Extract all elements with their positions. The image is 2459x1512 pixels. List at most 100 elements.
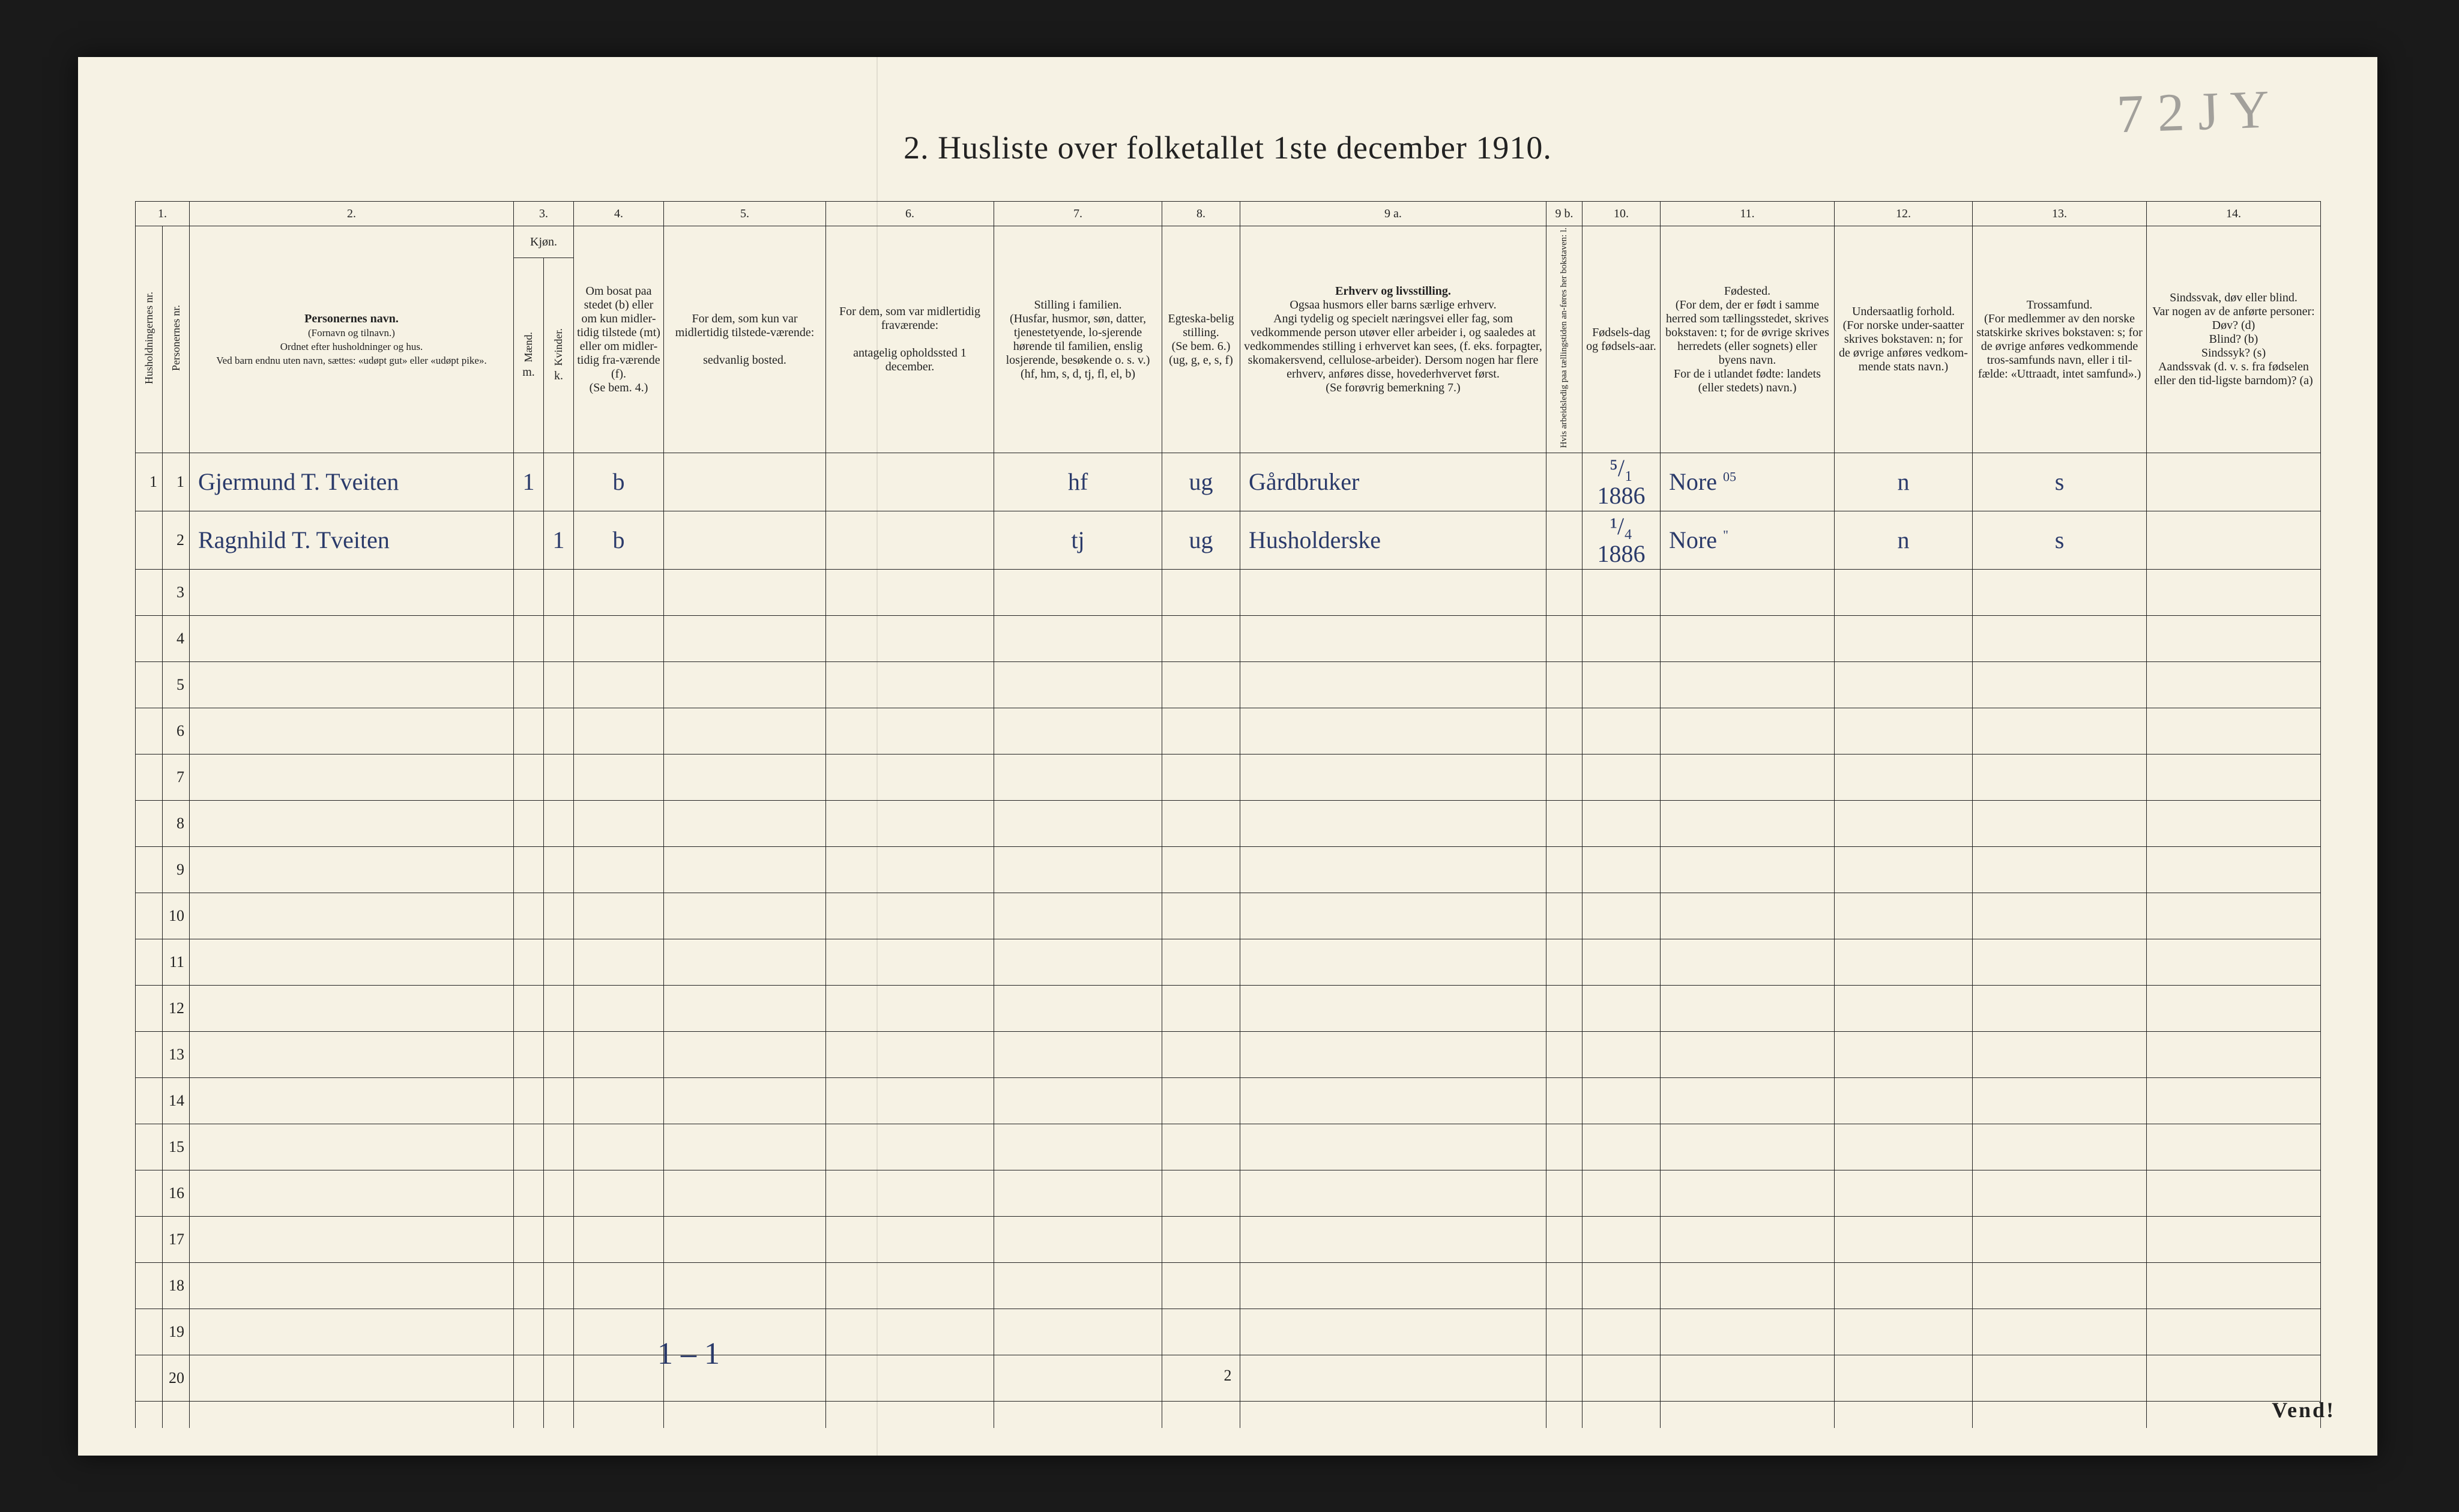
cell-blank [1546,662,1583,708]
cell-blank [826,801,994,847]
table-row: 6 [136,708,2321,754]
cell-blank [1583,801,1661,847]
cell-pers-nr: 11 [163,939,190,986]
cell-blank [664,939,826,986]
cell-blank [544,1124,574,1170]
cell-hush-nr [136,893,163,939]
cell-blank [664,1217,826,1263]
cell-blank [1240,986,1546,1032]
cell-pers-nr: 10 [163,893,190,939]
cell-blank [1661,847,1835,893]
cell-blank [1162,616,1240,662]
cell-name: Ragnhild T. Tveiten [190,511,514,570]
cell-blank [1546,1309,1583,1355]
cell-fodested: Nore " [1661,511,1835,570]
hdr-col10: Fødsels-dag og fødsels-aar. [1583,226,1661,453]
cell-hush-nr [136,511,163,570]
cell-blank [514,662,544,708]
colnum-6: 6. [826,202,994,226]
hdr-col8: Egteska-belig stilling.(Se bem. 6.)(ug, … [1162,226,1240,453]
cell-blank [1162,1032,1240,1078]
cell-blank [514,1124,544,1170]
cell-blank [994,1263,1162,1309]
table-row: 2Ragnhild T. Tveiten1btjugHusholderske¹/… [136,511,2321,570]
cell-blank [574,662,664,708]
table-row: 13 [136,1032,2321,1078]
cell-sex-k [544,453,574,511]
cell-blank [664,1170,826,1217]
cell-blank [1546,1032,1583,1078]
table-row: 19 [136,1309,2321,1355]
cell-blank [574,708,664,754]
spacer-cell [1546,1402,1583,1429]
colnum-10: 10. [1583,202,1661,226]
cell-blank [1240,1309,1546,1355]
cell-blank [994,616,1162,662]
cell-blank [1973,662,2147,708]
table-head: 1. 2. 3. 4. 5. 6. 7. 8. 9 a. 9 b. 10. 11… [136,202,2321,453]
cell-egte: ug [1162,453,1240,511]
cell-blank [1973,1124,2147,1170]
cell-blank [1661,1124,1835,1170]
cell-blank [1162,570,1240,616]
cell-blank [1546,754,1583,801]
hdr-col9a-title: Erhverv og livsstilling. [1335,285,1451,298]
cell-blank [826,1217,994,1263]
cell-blank [1973,939,2147,986]
colnum-8: 8. [1162,202,1240,226]
table-row: 5 [136,662,2321,708]
hdr-pers-nr-label: Personernes nr. [170,305,183,371]
cell-c14 [2147,511,2321,570]
cell-blank [1583,893,1661,939]
cell-hush-nr [136,570,163,616]
cell-blank [1240,1032,1546,1078]
cell-blank [574,986,664,1032]
cell-blank [1240,1263,1546,1309]
cell-blank [1661,570,1835,616]
cell-blank [1162,939,1240,986]
cell-blank [1162,893,1240,939]
cell-blank [1240,662,1546,708]
hdr-bosat: Om bosat paa stedet (b) eller om kun mid… [574,226,664,453]
cell-blank [994,1170,1162,1217]
cell-blank [1973,708,2147,754]
hdr-kjon: Kjøn. [514,226,574,258]
cell-blank [664,616,826,662]
cell-blank [574,1217,664,1263]
cell-blank [826,986,994,1032]
cell-blank [994,1309,1162,1355]
cell-blank [664,708,826,754]
cell-tros: s [1973,453,2147,511]
hdr-kvinder: Kvinder. k. [544,258,574,453]
cell-blank [994,708,1162,754]
cell-blank [1661,893,1835,939]
hdr-navn: Personernes navn. (Fornavn og tilnavn.)O… [190,226,514,453]
cell-blank [190,939,514,986]
cell-blank [1661,1217,1835,1263]
cell-blank [994,939,1162,986]
cell-blank [1835,662,1973,708]
cell-blank [1583,708,1661,754]
cell-blank [190,1078,514,1124]
cell-blank [574,893,664,939]
cell-blank [1583,616,1661,662]
hdr-mand-label: Mænd. [522,332,535,363]
cell-blank [1835,1124,1973,1170]
cell-pers-nr: 14 [163,1078,190,1124]
cell-blank [1546,1263,1583,1309]
spacer-cell [544,1402,574,1429]
cell-blank [514,847,544,893]
cell-hush-nr [136,1032,163,1078]
table-row: 12 [136,986,2321,1032]
cell-blank [1973,1170,2147,1217]
cell-blank [1546,801,1583,847]
cell-blank [994,1217,1162,1263]
cell-blank [190,847,514,893]
cell-blank [1973,801,2147,847]
cell-blank [1583,570,1661,616]
cell-blank [514,1263,544,1309]
hdr-k: k. [554,369,563,382]
cell-blank [544,801,574,847]
cell-pers-nr: 1 [163,453,190,511]
cell-erhverv: Gårdbruker [1240,453,1546,511]
